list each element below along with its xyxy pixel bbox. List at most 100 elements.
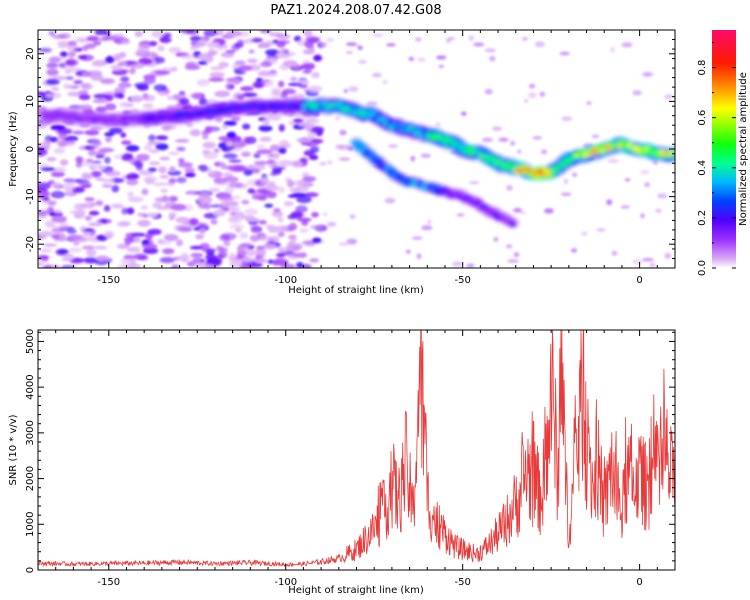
noise-blob — [586, 101, 592, 105]
noise-blob — [67, 91, 83, 97]
noise-blob — [509, 140, 516, 146]
noise-blob — [83, 231, 91, 237]
noise-blob — [136, 85, 149, 91]
noise-blob — [216, 254, 224, 260]
snr-x-axis-label: Height of straight line (km) — [288, 585, 424, 596]
noise-blob — [213, 209, 226, 217]
noise-blob — [171, 264, 180, 268]
noise-blob — [148, 167, 157, 172]
noise-blob — [209, 72, 225, 78]
noise-blob — [262, 118, 270, 126]
noise-blob — [563, 178, 568, 185]
noise-blob — [175, 239, 184, 247]
noise-blob — [283, 143, 292, 148]
snr-y-tick-label: 3000 — [25, 420, 36, 445]
ridge-cell — [535, 172, 541, 177]
noise-blob — [68, 234, 84, 240]
noise-blob — [82, 245, 95, 250]
noise-blob — [152, 182, 168, 187]
noise-blob — [93, 40, 102, 46]
noise-blob — [83, 257, 99, 264]
noise-blob — [296, 196, 312, 204]
noise-blob — [149, 149, 160, 154]
noise-blob — [44, 264, 53, 268]
noise-blob — [411, 236, 423, 240]
noise-blob — [202, 132, 209, 140]
noise-blob — [278, 186, 285, 194]
noise-blob — [130, 95, 143, 103]
noise-blob — [190, 35, 202, 42]
noise-blob — [166, 95, 176, 101]
noise-blob — [256, 144, 266, 149]
noise-blob — [345, 42, 358, 47]
noise-blob — [230, 205, 241, 212]
noise-blob — [38, 230, 55, 237]
noise-blob — [642, 258, 654, 262]
noise-blob — [468, 35, 474, 41]
noise-blob — [86, 158, 93, 163]
noise-blob — [290, 211, 304, 219]
noise-blob — [484, 48, 496, 53]
noise-blob — [38, 210, 49, 216]
noise-blob — [184, 172, 196, 178]
noise-blob — [137, 219, 151, 227]
noise-blob — [40, 167, 56, 172]
noise-blob — [46, 157, 57, 162]
noise-blob — [338, 157, 351, 162]
noise-blob — [226, 131, 237, 139]
noise-blob — [77, 55, 88, 60]
noise-blob — [46, 68, 59, 76]
snr-series-line — [38, 330, 675, 568]
noise-blob — [229, 215, 239, 222]
noise-blob — [287, 194, 300, 198]
noise-blob — [435, 121, 441, 128]
noise-blob — [287, 255, 301, 259]
noise-blob — [277, 160, 294, 167]
noise-blob — [50, 182, 62, 187]
noise-blob — [126, 246, 141, 253]
noise-blob — [51, 215, 67, 223]
snr-y-tick-label: 1000 — [25, 512, 36, 537]
colorbar-tick-label: 0.4 — [697, 160, 708, 176]
noise-blob — [338, 146, 350, 151]
noise-blob — [258, 220, 267, 225]
noise-blob — [197, 196, 213, 204]
noise-blob — [38, 255, 50, 261]
noise-blob — [109, 127, 123, 134]
noise-blob — [169, 166, 176, 172]
noise-blob — [59, 51, 68, 57]
noise-blob — [168, 177, 177, 184]
noise-blob — [117, 61, 128, 67]
noise-blob — [512, 207, 523, 213]
noise-blob — [273, 208, 281, 213]
noise-blob — [481, 137, 493, 143]
noise-blob — [66, 44, 80, 51]
noise-blob — [544, 208, 554, 214]
snr-y-tick-label: 5000 — [25, 329, 36, 354]
noise-blob — [348, 86, 359, 92]
noise-blob — [300, 63, 312, 69]
noise-blob — [357, 45, 363, 51]
noise-blob — [313, 54, 323, 62]
noise-blob — [466, 263, 475, 268]
noise-blob — [180, 53, 196, 60]
noise-blob — [124, 240, 132, 246]
noise-blob — [339, 129, 347, 136]
noise-blob — [84, 197, 95, 202]
noise-blob — [60, 264, 76, 268]
noise-blob — [160, 188, 169, 193]
noise-blob — [38, 261, 44, 267]
noise-blob — [254, 160, 268, 166]
noise-blob — [52, 34, 66, 40]
noise-blob — [89, 202, 97, 207]
noise-blob — [73, 241, 80, 246]
noise-blob — [47, 201, 57, 206]
noise-blob — [104, 170, 121, 177]
noise-blob — [190, 40, 197, 46]
noise-blob — [53, 147, 66, 154]
spectrogram-y-tick-label: 20 — [25, 47, 36, 60]
noise-blob — [141, 243, 158, 249]
noise-blob — [225, 49, 236, 54]
noise-blob — [371, 72, 382, 78]
